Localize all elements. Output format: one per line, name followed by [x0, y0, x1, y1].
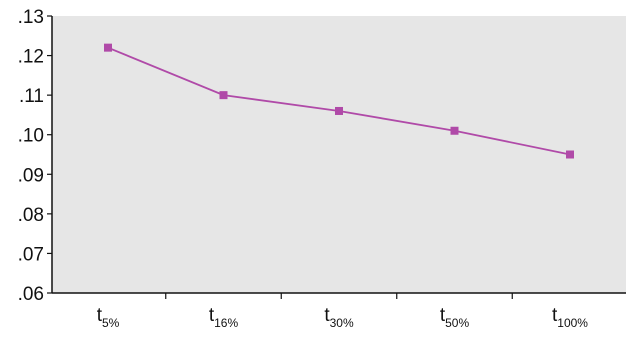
x-tick-main: t: [209, 305, 215, 326]
x-axis: t5% t16% t30% t50% t100%: [52, 292, 626, 330]
x-tick-main: t: [552, 305, 558, 326]
x-tick-label: t16%: [209, 305, 239, 330]
x-tick-main: t: [440, 305, 446, 326]
data-point: [219, 91, 228, 100]
x-tick-label: t30%: [324, 305, 354, 330]
y-tick-label: .13: [18, 7, 44, 28]
y-tick-label: .07: [18, 244, 44, 265]
x-tick-subscript: 5%: [102, 316, 120, 330]
x-tick-main: t: [324, 305, 330, 326]
y-tick-label: .10: [18, 126, 44, 147]
x-tick-subscript: 30%: [330, 316, 354, 330]
data-point: [566, 150, 574, 159]
y-axis: .13 .12 .11 .10 .09 .08 .07 .06: [18, 7, 53, 305]
x-tick-label: t50%: [440, 305, 470, 330]
plot-area: [52, 16, 626, 293]
x-tick-label: t100%: [552, 305, 588, 330]
y-tick-label: .11: [19, 86, 44, 107]
y-tick-label: .09: [18, 165, 44, 186]
x-tick-subscript: 16%: [214, 316, 238, 330]
y-tick-label: .06: [18, 284, 44, 305]
data-point: [104, 43, 112, 52]
x-tick-subscript: 50%: [445, 316, 469, 330]
data-point: [450, 126, 459, 135]
x-tick-main: t: [97, 305, 103, 326]
series-layer: [104, 43, 574, 159]
y-tick-label: .12: [18, 47, 44, 68]
x-tick-subscript: 100%: [557, 316, 588, 330]
y-tick-label: .08: [18, 205, 44, 226]
x-tick-label: t5%: [97, 305, 120, 330]
data-point: [335, 106, 343, 115]
